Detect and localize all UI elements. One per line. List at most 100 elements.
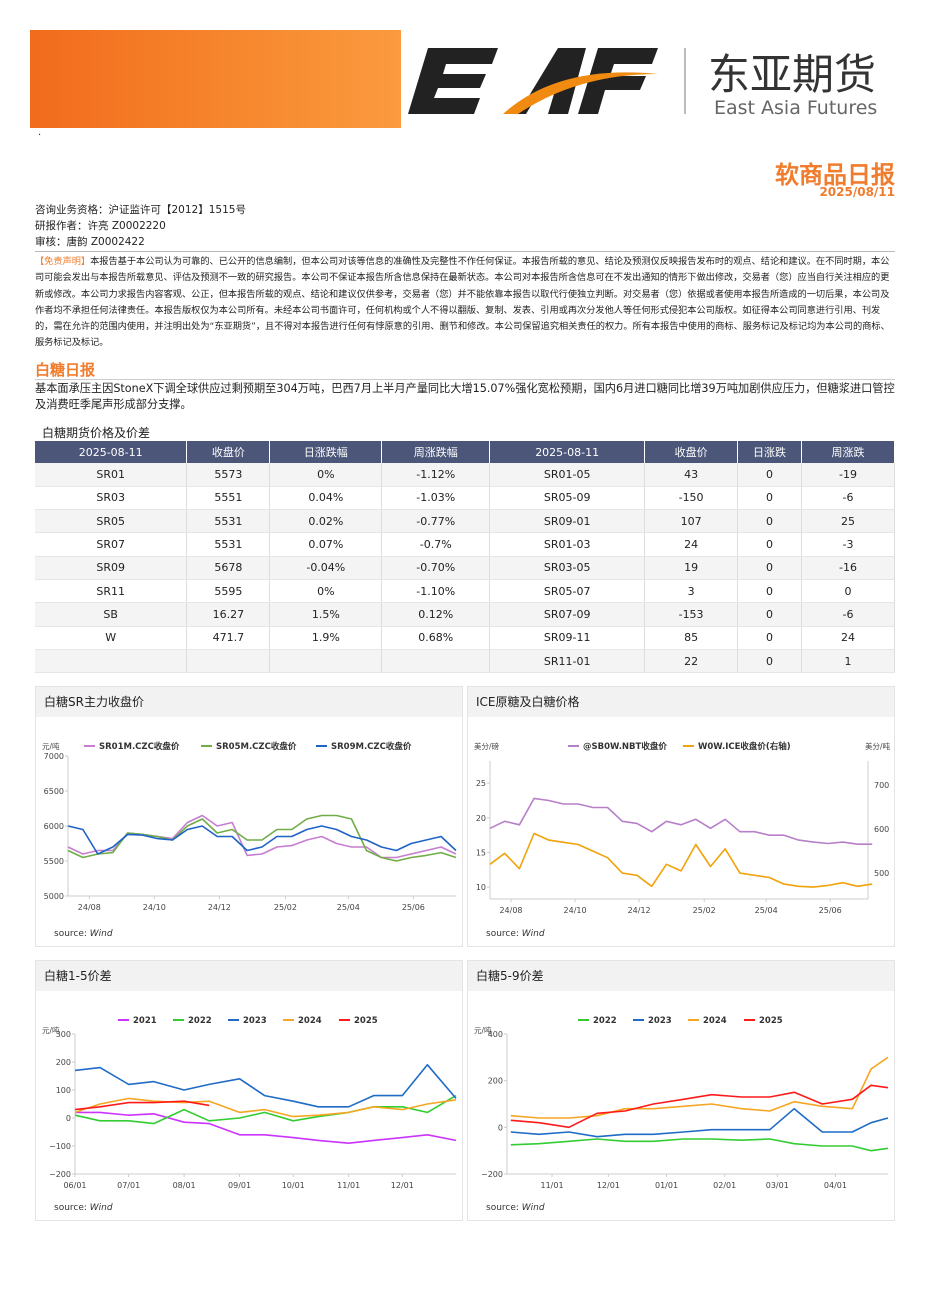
series-line-SR09M.CZC收盘价 (67, 825, 457, 855)
x-tick-label: 12/01 (391, 1181, 414, 1190)
legend-label: W0W.ICE收盘价(右轴) (698, 741, 791, 752)
x-tick-label: 24/12 (208, 903, 231, 912)
x-tick-label: 06/01 (63, 1181, 86, 1190)
series-line-2023 (74, 1064, 457, 1108)
table-cell: SB (35, 602, 188, 627)
column-header: 收盘价 (186, 441, 271, 463)
column-header: 收盘价 (644, 441, 739, 463)
disclaimer-text: 本报告基于本公司认为可靠的、已公开的信息编制，但本公司对该等信息的准确性及完整性… (35, 256, 890, 349)
x-tick-label: 24/12 (628, 906, 651, 915)
table-cell: -16 (801, 556, 895, 580)
table-cell: -19 (801, 463, 895, 487)
x-tick-label: 10/01 (282, 1181, 305, 1190)
table-cell: 1.5% (269, 602, 383, 627)
y-tick-label: 300 (56, 1030, 71, 1039)
y-tick-label: 20 (476, 814, 486, 823)
report-title: 软商品日报 (775, 161, 895, 189)
table-cell: 5678 (186, 556, 271, 580)
table-cell: 1.9% (269, 626, 383, 650)
table-cell: 0 (737, 649, 802, 674)
table-cell: 471.7 (186, 626, 271, 650)
x-tick-label: 11/01 (337, 1181, 360, 1190)
table-cell: -0.7% (381, 532, 491, 557)
table-cell: 0.04% (269, 486, 383, 511)
table-cell: -1.03% (381, 486, 491, 511)
column-header: 周涨跌幅 (381, 441, 491, 463)
table-cell: 0 (737, 463, 802, 487)
table-cell: 0% (269, 463, 383, 487)
table-cell: 0 (737, 486, 802, 511)
column-header: 日涨跌 (737, 441, 802, 463)
table-cell (269, 649, 383, 674)
legend-label: 2023 (243, 1016, 267, 1026)
x-tick-label: 25/02 (274, 903, 297, 912)
y-tick-label: 6000 (44, 822, 64, 831)
series-line-2025 (510, 1084, 889, 1129)
column-header: 2025-08-11 (489, 441, 646, 463)
table-cell: SR01-03 (489, 532, 646, 557)
table-row: SR05 5531 0.02% -0.77% SR09-01 107 0 25 (35, 509, 895, 534)
legend-label: 2023 (648, 1016, 672, 1026)
y-tick-label: 7000 (44, 752, 64, 761)
table-cell: W (35, 626, 188, 650)
y-tick-label: 15 (476, 849, 486, 858)
column-header: 2025-08-11 (35, 441, 188, 463)
y-tick-label: 200 (56, 1058, 71, 1067)
y-tick-label: 10 (476, 883, 486, 892)
svg-text:东亚期货: 东亚期货 (708, 50, 876, 99)
chart-panel-spread-5-9: 白糖5-9价差 −200 0 200 400 11/01 12/01 01/01 02/01 0… (467, 960, 895, 1221)
x-tick-label: 24/08 (499, 906, 522, 915)
table-cell: 0 (801, 579, 895, 604)
x-tick-label: 03/01 (766, 1181, 789, 1190)
table-cell (186, 649, 271, 674)
x-tick-label: 25/04 (755, 906, 778, 915)
table-cell: 22 (644, 649, 739, 674)
table-cell (35, 649, 188, 674)
y-axis-unit: 元/吨 (42, 1025, 60, 1035)
chart-source: source: Wind (54, 929, 113, 939)
divider (35, 251, 895, 252)
table-cell: 25 (801, 509, 895, 534)
table-cell: SR07 (35, 532, 188, 557)
y-tick-label: 25 (476, 779, 486, 788)
chart-panel-ice-sugar: ICE原糖及白糖价格 10 15 20 25 500 600 700 24/08 24/10 24… (467, 686, 895, 947)
legend-label: 2022 (188, 1016, 212, 1026)
table-cell: SR07-09 (489, 602, 646, 627)
y-tick-label: 6500 (44, 787, 64, 796)
table-cell: 1 (801, 649, 895, 674)
reviewer-info: 审核：唐韵 Z0002422 (35, 236, 145, 248)
table-cell: 0 (737, 626, 802, 650)
table-cell: 0.02% (269, 509, 383, 534)
table-cell: 0.68% (381, 626, 491, 650)
table-cell: -153 (644, 602, 739, 627)
table-cell: 16.27 (186, 602, 271, 627)
column-header: 周涨跌 (801, 441, 895, 463)
table-cell: 3 (644, 579, 739, 604)
table-cell: 0.07% (269, 532, 383, 557)
table-cell: -6 (801, 602, 895, 627)
chart-sr-close: 5000 5500 6000 6500 7000 24/08 24/10 24/12 25/02… (42, 741, 457, 912)
series-line-2023 (510, 1107, 889, 1138)
table-row: SR03 5551 0.04% -1.03% SR05-09 -150 0 -6 (35, 486, 895, 511)
y-tick-label: 200 (488, 1077, 503, 1086)
table-cell: 24 (644, 532, 739, 557)
y-tick-label: 0 (66, 1114, 71, 1123)
table-cell: 5595 (186, 579, 271, 604)
x-tick-label: 11/01 (541, 1181, 564, 1190)
panel-title: 白糖5-9价差 (468, 961, 894, 991)
chart-panel-sr-close: 白糖SR主力收盘价 5000 5500 6000 6500 7000 24/08 24/10… (35, 686, 463, 947)
table-row: SB 16.27 1.5% 0.12% SR07-09 -153 0 -6 (35, 602, 895, 627)
table-row: W 471.7 1.9% 0.68% SR09-11 85 0 24 (35, 626, 895, 650)
table-cell: 0.12% (381, 602, 491, 627)
legend-label: 2025 (354, 1016, 378, 1026)
panel-title: 白糖SR主力收盘价 (36, 687, 462, 717)
table-cell: 5551 (186, 486, 271, 511)
disclaimer-tag: 【免责声明】 (35, 256, 91, 267)
table-cell: SR03-05 (489, 556, 646, 580)
y-tick-label: 100 (56, 1086, 71, 1095)
table-cell: SR11 (35, 579, 188, 604)
price-spread-table: 2025-08-11 收盘价 日涨跌幅 周涨跌幅 2025-08-11 收盘价 日涨跌 周涨跌… (35, 441, 895, 674)
series-line-2021 (75, 1111, 457, 1144)
series-line-2025 (74, 1100, 210, 1111)
y-axis-unit: 美分/磅 (474, 741, 500, 751)
